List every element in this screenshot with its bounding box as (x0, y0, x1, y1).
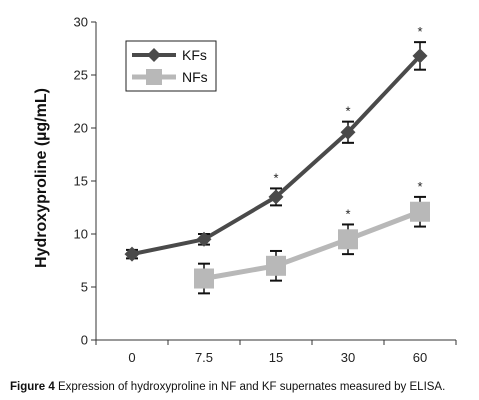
legend-label: KFs (182, 47, 207, 63)
x-tick-label: 0 (128, 350, 135, 365)
legend-swatch-marker (147, 48, 161, 62)
legend-label: NFs (182, 69, 208, 85)
figure-caption-text: Expression of hydroxyproline in NF and K… (57, 381, 446, 393)
x-tick-label: 60 (413, 350, 427, 365)
significance-markers: * * * * * (273, 24, 422, 221)
y-axis-ticks: 0 5 10 15 20 25 30 (74, 15, 96, 348)
x-tick-label: 15 (269, 350, 283, 365)
data-point (196, 231, 212, 247)
series-layer (124, 41, 430, 295)
hydroxyproline-line-chart: 0 5 10 15 20 25 30 0 7.5 15 30 60 Hydroxyproline (… (33, 15, 457, 365)
x-tick-label: 7.5 (195, 350, 213, 365)
data-point (340, 124, 356, 140)
y-tick-label: 25 (74, 68, 88, 83)
data-point (266, 255, 286, 276)
significance-star: * (273, 170, 278, 185)
figure-label: Figure 4 (10, 381, 55, 393)
significance-star: * (345, 206, 350, 221)
legend: KFs NFs (125, 40, 217, 92)
series-kfs (124, 41, 428, 262)
data-point (410, 201, 430, 222)
y-tick-label: 0 (81, 333, 88, 348)
y-tick-label: 15 (74, 174, 88, 189)
series-line (203, 209, 421, 281)
significance-star: * (417, 179, 422, 194)
data-point (268, 189, 284, 205)
data-point (338, 229, 358, 250)
x-axis-ticks: 0 7.5 15 30 60 (95, 340, 457, 365)
y-tick-label: 30 (74, 15, 88, 30)
data-point (194, 268, 214, 289)
x-tick-label: 30 (341, 350, 355, 365)
y-tick-label: 5 (81, 280, 88, 295)
y-axis-label: Hydroxyproline (µg/mL) (33, 88, 50, 268)
significance-star: * (345, 104, 350, 119)
series-nfs (194, 195, 430, 295)
legend-swatch-marker (146, 69, 162, 85)
legend-box (125, 40, 217, 92)
y-tick-label: 10 (74, 227, 88, 242)
data-point (124, 246, 140, 262)
significance-star: * (417, 24, 422, 39)
data-point (412, 48, 428, 64)
figure-caption: Figure 4 Expression of hydroxyproline in… (10, 381, 475, 393)
y-tick-label: 20 (74, 121, 88, 136)
